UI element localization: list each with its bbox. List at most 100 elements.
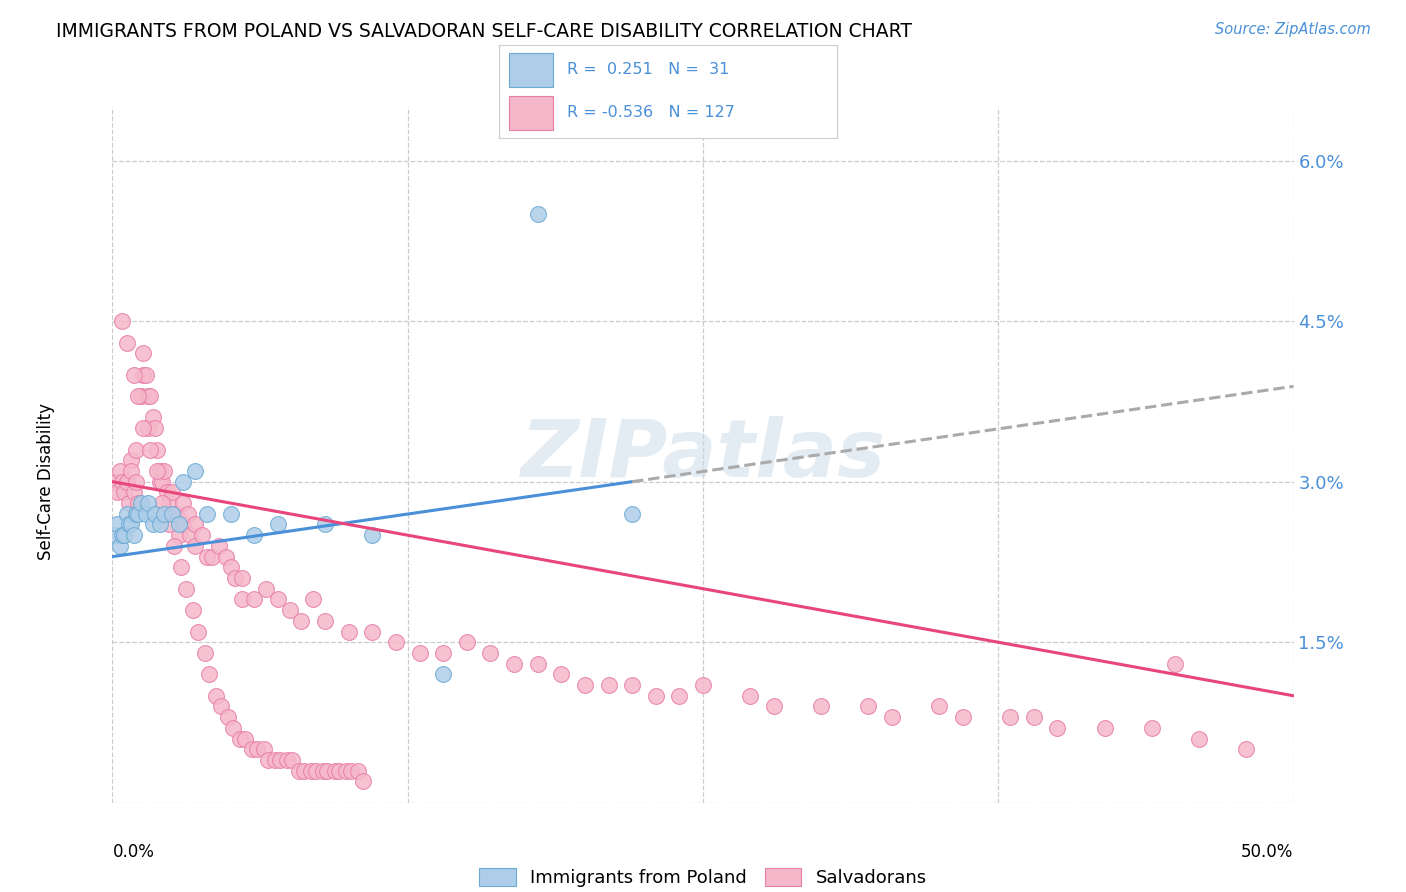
Point [224,571,246,585]
Point [222,721,245,735]
Point [170,560,193,574]
Point [337,624,360,639]
Point [217,710,239,724]
Point [740,689,762,703]
Point [167,517,190,532]
Point [150,475,173,489]
Point [550,667,572,681]
Point [172,475,194,489]
Point [179,528,201,542]
Text: IMMIGRANTS FROM POLAND VS SALVADORAN SELF-CARE DISABILITY CORRELATION CHART: IMMIGRANTS FROM POLAND VS SALVADORAN SEL… [56,22,912,41]
Point [1188,731,1211,746]
Point [299,764,322,778]
Point [122,485,145,500]
Point [316,764,339,778]
Point [195,507,218,521]
Point [127,496,149,510]
Text: Self-Care Disability: Self-Care Disability [38,403,55,560]
Point [111,475,134,489]
Point [120,517,142,532]
Point [125,442,148,457]
Point [115,507,138,521]
Point [198,667,221,681]
Point [136,421,159,435]
Point [231,592,253,607]
Point [267,592,290,607]
Text: Source: ZipAtlas.com: Source: ZipAtlas.com [1215,22,1371,37]
Point [1164,657,1187,671]
Point [233,731,256,746]
Point [323,764,346,778]
Point [276,753,298,767]
Point [215,549,238,564]
Text: ZIPatlas: ZIPatlas [520,416,886,494]
Point [361,624,384,639]
Point [810,699,832,714]
Point [184,517,207,532]
Point [432,667,454,681]
Point [264,753,287,767]
Point [165,507,187,521]
Point [621,507,644,521]
Point [340,764,363,778]
Point [352,774,374,789]
Point [243,592,266,607]
Point [160,485,183,500]
Point [127,507,149,521]
Point [146,464,169,478]
Point [111,314,134,328]
Point [163,539,186,553]
Point [163,507,186,521]
Point [302,592,325,607]
Point [257,753,280,767]
Point [408,646,430,660]
Point [858,699,880,714]
Point [129,496,152,510]
Point [153,507,176,521]
Point [205,689,228,703]
Point [208,539,231,553]
Point [112,528,135,542]
Point [111,528,134,542]
Point [156,485,179,500]
Point [1022,710,1045,724]
Point [104,528,127,542]
Point [281,753,304,767]
Point [125,507,148,521]
Point [143,421,166,435]
Point [118,517,141,532]
Point [157,517,180,532]
Point [135,507,157,521]
Point [219,560,242,574]
Point [149,475,172,489]
Point [132,368,155,382]
Point [194,646,217,660]
Point [762,699,785,714]
Point [219,507,242,521]
Point [361,528,384,542]
Point [201,549,224,564]
Point [125,475,148,489]
Point [108,464,131,478]
Point [149,464,172,478]
Point [288,764,311,778]
Point [574,678,596,692]
Point [172,496,194,510]
Point [598,678,620,692]
Point [136,389,159,403]
Point [245,742,267,756]
Point [112,485,135,500]
Point [146,442,169,457]
Point [314,614,336,628]
Point [153,464,176,478]
Point [127,389,149,403]
Point [243,528,266,542]
Point [1094,721,1116,735]
Point [692,678,714,692]
Point [278,603,301,617]
Point [132,346,155,360]
Point [149,517,172,532]
Point [118,496,141,510]
Point [209,699,232,714]
Point [122,368,145,382]
